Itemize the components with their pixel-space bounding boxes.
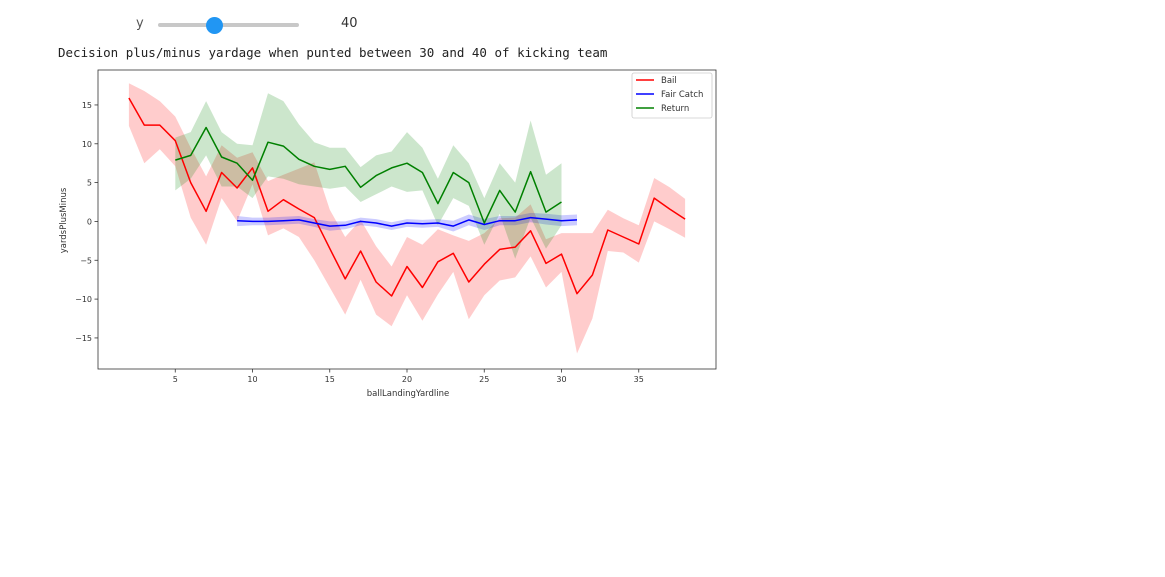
x-tick-label: 30 bbox=[556, 375, 566, 384]
bail-series-line bbox=[128, 97, 686, 297]
legend-label-return: Return bbox=[661, 104, 689, 114]
y-axis-label: yardsPlusMinus bbox=[59, 187, 69, 253]
x-axis-label: ballLandingYardline bbox=[367, 389, 450, 399]
y-tick-label: −10 bbox=[75, 295, 92, 304]
chart-title: Decision plus/minus yardage when punted … bbox=[58, 45, 608, 60]
bail-confidence-band bbox=[128, 83, 686, 354]
y-tick-label: 5 bbox=[87, 179, 92, 188]
x-tick-label: 5 bbox=[173, 375, 178, 384]
chart-legend: Bail Fair Catch Return bbox=[631, 72, 713, 119]
slider-handle[interactable] bbox=[206, 17, 224, 34]
x-tick-label: 35 bbox=[634, 375, 644, 384]
return-series-line bbox=[175, 126, 562, 224]
x-tick-label: 20 bbox=[402, 375, 412, 384]
fair-catch-confidence-band bbox=[237, 212, 577, 232]
slider-track[interactable] bbox=[158, 17, 299, 34]
y-slider-widget: y 40 bbox=[0, 0, 1165, 48]
return-confidence-band bbox=[175, 93, 562, 259]
legend-label-bail: Bail bbox=[661, 76, 677, 86]
y-tick-label: 15 bbox=[82, 101, 92, 110]
x-tick-label: 15 bbox=[325, 375, 335, 384]
x-tick-label: 25 bbox=[479, 375, 489, 384]
legend-label-fair-catch: Fair Catch bbox=[661, 90, 703, 100]
y-tick-label: 0 bbox=[87, 217, 92, 226]
y-tick-label: 10 bbox=[82, 140, 92, 149]
fair-catch-series-line bbox=[237, 216, 578, 227]
y-tick-label: −5 bbox=[80, 256, 92, 265]
slider-label: y bbox=[136, 16, 144, 31]
y-tick-label: −15 bbox=[75, 334, 92, 343]
x-tick-label: 10 bbox=[247, 375, 257, 384]
legend-box bbox=[631, 72, 713, 119]
slider-value-readout: 40 bbox=[341, 16, 358, 31]
